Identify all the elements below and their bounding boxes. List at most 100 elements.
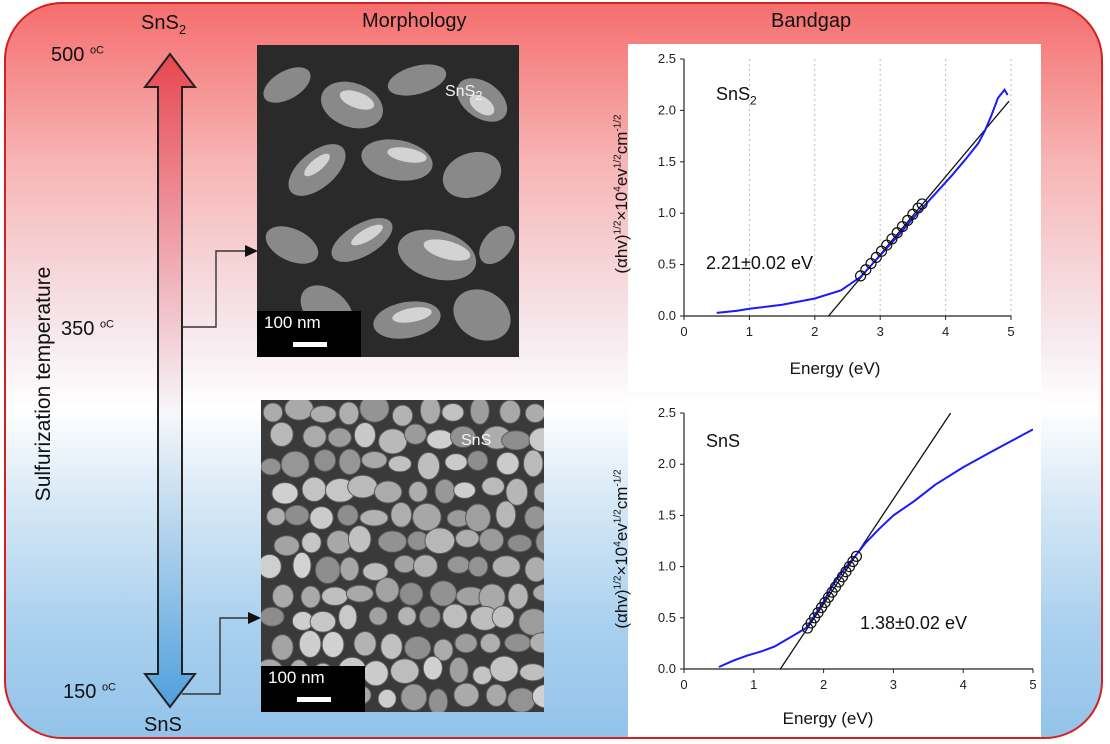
grain (524, 505, 544, 530)
grain (417, 451, 441, 480)
plot-sns2-title: SnS2 (716, 84, 757, 108)
grain (400, 683, 428, 711)
plot-sns-title: SnS (706, 431, 741, 451)
grain (507, 687, 536, 712)
grain (419, 400, 441, 425)
plot-sns-xlabel: Energy (eV) (782, 709, 874, 728)
fit-marker (912, 202, 924, 214)
grain (453, 481, 476, 499)
grain (298, 629, 322, 659)
scale-bar-text-bottom: 100 nm (268, 668, 325, 687)
fit-marker (916, 198, 928, 210)
grain (271, 634, 294, 661)
grain (519, 663, 544, 682)
grain (390, 658, 420, 685)
grain (375, 577, 400, 603)
x-tick-label: 3 (890, 677, 897, 692)
grain (377, 688, 397, 709)
grain (495, 500, 517, 529)
grain (390, 501, 413, 528)
sem-sns-label: SnS (461, 432, 492, 449)
grain (309, 610, 337, 633)
plot-sns2-xlabel: Energy (eV) (789, 359, 881, 378)
y-tick-label: 2.5 (658, 51, 676, 66)
grain (368, 606, 388, 626)
top-material-label: SnS2 (141, 12, 187, 37)
grain (269, 421, 294, 447)
grain (361, 450, 388, 470)
grain (345, 584, 374, 603)
plot-sns-bandgap-value: 1.38±0.02 eV (860, 613, 967, 633)
grain (442, 603, 468, 629)
grain (271, 584, 295, 609)
absorption-curve (716, 88, 1009, 314)
grain (434, 478, 456, 504)
plot-sns-ylabel: (αhv)1/2×104ev1/2cm-1/2 (612, 469, 631, 629)
grain (528, 427, 544, 453)
x-tick-label: 5 (1029, 677, 1036, 692)
grain (393, 554, 416, 574)
grain (391, 404, 414, 427)
sem-image-sns2: SnS2 100 nm (257, 45, 519, 357)
grain (507, 583, 529, 610)
grain (479, 633, 501, 654)
grain (424, 527, 456, 555)
y-tick-label: 0.0 (658, 308, 676, 323)
grain (524, 556, 544, 583)
grain (523, 449, 544, 478)
grain (428, 688, 449, 712)
plot-sns2-ylabel: (αhv)1/2×104ev1/2cm-1/2 (612, 114, 631, 274)
x-tick-label: 2 (820, 677, 827, 692)
grain (336, 504, 359, 527)
grain (314, 556, 341, 584)
connector-to-bottom-sem (182, 617, 249, 695)
x-tick-label: 0 (680, 324, 687, 339)
x-tick-label: 4 (960, 677, 967, 692)
x-tick-label: 3 (877, 324, 884, 339)
bandgap-plot-sns2: 0.0 0.5 1.0 1.5 2.0 2.5 0 1 2 3 4 5 (αhv)1/2×104ev1… (612, 44, 1041, 392)
grain (499, 400, 521, 424)
y-tick-label: 2.5 (658, 405, 676, 420)
grain (433, 638, 454, 662)
grain (284, 504, 310, 526)
bottom-material-label: SnS (144, 714, 182, 736)
grain (353, 421, 377, 449)
grain (327, 427, 352, 448)
plot-sns2-bandgap-value: 2.21±0.02 eV (706, 253, 813, 273)
bandgap-header: Bandgap (771, 10, 852, 32)
grain (426, 429, 455, 450)
x-tick-label: 2 (811, 324, 818, 339)
grain (280, 450, 310, 478)
grain (496, 451, 520, 476)
grain (261, 553, 282, 579)
grain (380, 633, 403, 660)
grain (321, 631, 345, 658)
grain (309, 405, 337, 424)
grain (339, 556, 360, 582)
grain (362, 660, 389, 687)
sns-grain-texture (261, 400, 544, 712)
grain (533, 482, 544, 504)
sem-sns2-label: SnS2 (445, 83, 483, 104)
grain (504, 633, 532, 653)
grain (529, 632, 544, 654)
grain (450, 425, 477, 449)
scale-bar-text-top: 100 nm (264, 313, 321, 332)
grain (485, 683, 507, 707)
fit-line (779, 413, 952, 669)
grain (338, 604, 358, 631)
grain (481, 476, 505, 496)
x-tick-label: 0 (680, 677, 687, 692)
connector-to-top-sem (182, 250, 246, 328)
y-tick-label: 1.0 (658, 559, 676, 574)
grain (465, 503, 492, 533)
grain (531, 684, 544, 709)
fit-marker (850, 550, 863, 562)
grain (262, 402, 284, 423)
y-tick-label: 1.0 (658, 205, 676, 220)
grain (301, 531, 322, 554)
y-tick-label: 0.0 (658, 661, 676, 676)
grain (326, 530, 352, 555)
x-tick-label: 5 (1007, 324, 1014, 339)
grain (261, 457, 282, 476)
